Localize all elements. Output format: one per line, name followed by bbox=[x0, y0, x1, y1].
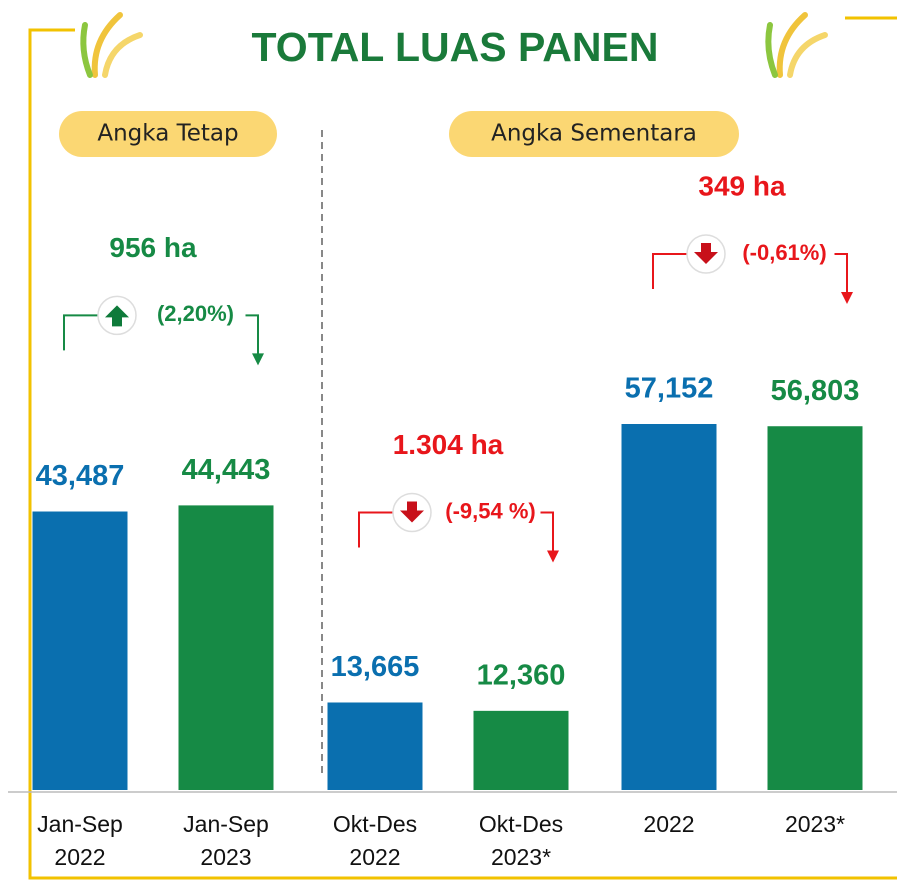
change-arrow bbox=[105, 305, 129, 327]
bar bbox=[621, 424, 717, 790]
bracket bbox=[652, 253, 688, 289]
bar bbox=[327, 702, 423, 790]
x-tick-line: 2022 bbox=[643, 811, 694, 837]
group-label: Angka Tetap bbox=[97, 121, 238, 147]
bracket bbox=[63, 314, 99, 351]
x-tick-label: 2023* bbox=[785, 811, 845, 837]
x-tick-label: Okt-Des 2022 bbox=[333, 811, 417, 870]
change-amount: 1.304 ha bbox=[393, 429, 504, 460]
value-label: 43,487 bbox=[36, 460, 125, 492]
value-label: 12,360 bbox=[477, 660, 566, 692]
bracket bbox=[540, 511, 554, 555]
bar bbox=[32, 511, 128, 790]
frame bbox=[28, 16, 897, 880]
x-tick-line: Okt-Des bbox=[479, 811, 563, 837]
bar bbox=[767, 426, 863, 790]
arrowhead bbox=[252, 353, 264, 366]
value-label: 56,803 bbox=[771, 375, 860, 407]
arrowhead bbox=[841, 292, 853, 304]
x-tick-label: Jan-Sep 2022 bbox=[37, 811, 123, 870]
x-tick-label: Okt-Des 2023* bbox=[479, 811, 563, 870]
x-tick-line: 2023 bbox=[200, 844, 251, 870]
arrowhead bbox=[547, 550, 559, 563]
bar bbox=[473, 710, 569, 790]
x-tick-line: Jan-Sep bbox=[37, 811, 123, 837]
change-percent: (2,20%) bbox=[157, 301, 234, 326]
bracket bbox=[245, 314, 259, 358]
group-pill bbox=[59, 111, 277, 157]
bracket bbox=[834, 253, 848, 296]
x-tick-line: 2022 bbox=[54, 844, 105, 870]
change-amount: 349 ha bbox=[698, 170, 786, 201]
change-amount: 956 ha bbox=[109, 232, 197, 263]
group-label: Angka Sementara bbox=[491, 121, 697, 147]
rice-icon bbox=[80, 12, 828, 78]
x-tick-label: Jan-Sep 2023 bbox=[183, 811, 269, 870]
change-arrow bbox=[694, 243, 718, 264]
value-label: 44,443 bbox=[182, 454, 271, 486]
x-tick-line: Okt-Des bbox=[333, 811, 417, 837]
x-tick-label: 2022 bbox=[643, 811, 694, 837]
x-tick-line: 2023* bbox=[785, 811, 845, 837]
change-percent: (-9,54 %) bbox=[445, 498, 535, 523]
change-arrow bbox=[400, 501, 424, 523]
bar bbox=[178, 505, 274, 790]
chart-title: TOTAL LUAS PANEN bbox=[252, 24, 659, 70]
value-label: 57,152 bbox=[625, 373, 714, 405]
value-label: 13,665 bbox=[331, 651, 420, 683]
bracket bbox=[358, 511, 394, 548]
change-percent: (-0,61%) bbox=[742, 240, 826, 265]
x-tick-line: 2023* bbox=[491, 844, 551, 870]
x-tick-line: 2022 bbox=[349, 844, 400, 870]
group-pill bbox=[449, 111, 739, 157]
x-tick-line: Jan-Sep bbox=[183, 811, 269, 837]
